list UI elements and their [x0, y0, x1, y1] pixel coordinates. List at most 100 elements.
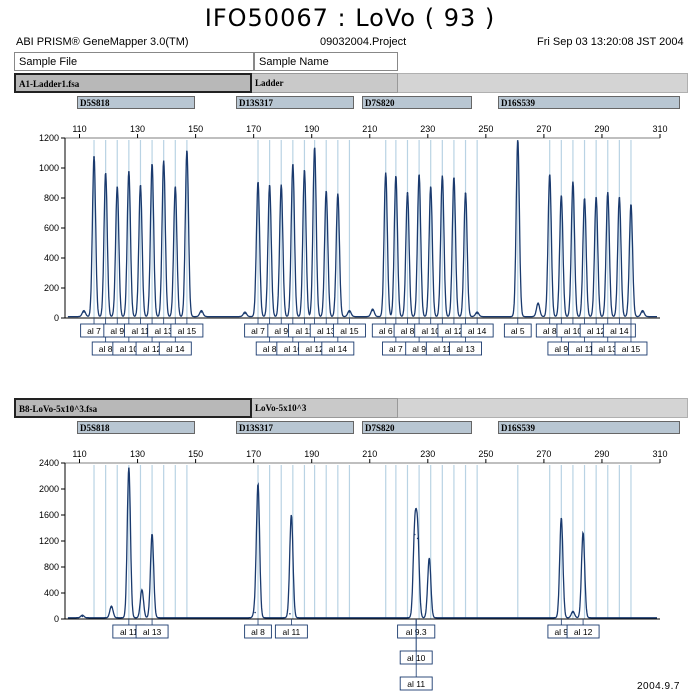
- peak-apex: [186, 150, 188, 153]
- peak-apex: [200, 311, 203, 313]
- allele-label: al 15: [622, 344, 641, 354]
- allele-label: al 13: [599, 344, 618, 354]
- panel1-marker-d13s317: D13S317: [236, 96, 354, 109]
- x-tick-label: 190: [304, 124, 319, 134]
- y-tick-label: 0: [54, 614, 59, 624]
- allele-label: al 14: [166, 344, 185, 354]
- panel2-marker-d16s539: D16S539: [498, 421, 680, 434]
- x-tick-label: 130: [130, 124, 145, 134]
- y-tick-label: 600: [44, 223, 59, 233]
- panel1-sample-name: Ladder: [252, 73, 398, 93]
- peak-apex: [572, 611, 574, 614]
- peak-apex: [289, 613, 291, 615]
- allele-label: al 13: [154, 326, 173, 336]
- peak-apex: [582, 533, 584, 535]
- allele-label: al 7: [251, 326, 265, 336]
- allele-label: al 9: [412, 344, 426, 354]
- allele-label: al 8: [543, 326, 557, 336]
- allele-label: al 9: [110, 326, 124, 336]
- panel1-marker-d5s818: D5S818: [77, 96, 195, 109]
- allele-label: al 11: [296, 326, 314, 336]
- peak-apex: [618, 197, 621, 199]
- allele-label-box: [321, 341, 355, 356]
- peak-apex: [128, 171, 130, 174]
- allele-label: al 10: [120, 344, 139, 354]
- peak-apex: [464, 192, 467, 195]
- x-tick-label: 250: [478, 124, 493, 134]
- allele-label: al 12: [445, 326, 464, 336]
- peak-apex: [93, 156, 95, 159]
- allele-label: al 8: [251, 627, 265, 637]
- allele-label-box: [614, 341, 648, 356]
- x-tick-label: 310: [652, 449, 667, 459]
- allele-label: al 6: [379, 326, 393, 336]
- peak-apex: [337, 194, 339, 196]
- peak-apex: [572, 182, 574, 184]
- peak-apex: [174, 186, 177, 189]
- allele-label: al 8: [99, 344, 113, 354]
- allele-label: al 13: [456, 344, 475, 354]
- signal-trace: [67, 140, 657, 318]
- peak-apex: [453, 177, 455, 180]
- x-tick-label: 170: [246, 124, 261, 134]
- allele-label-box: [244, 624, 272, 639]
- x-tick-label: 290: [594, 124, 609, 134]
- allele-label: al 11: [433, 344, 451, 354]
- peak-apex: [290, 518, 293, 521]
- allele-label-box: [460, 323, 494, 338]
- peak-apex: [595, 197, 597, 199]
- allele-label-box: [170, 323, 204, 338]
- allele-label: al 14: [610, 326, 629, 336]
- app-name: ABI PRISM® GeneMapper 3.0(TM): [16, 36, 189, 48]
- panel1-marker-d7s820: D7S820: [362, 96, 472, 109]
- allele-label: al 14: [468, 326, 487, 336]
- page-title: IFO50067 : LoVo ( 93 ): [204, 4, 496, 32]
- panel1-file-name: A1-Ladder1.fsa: [14, 73, 252, 93]
- peak-apex: [162, 161, 165, 163]
- peak-apex: [537, 303, 539, 306]
- x-tick-label: 150: [188, 124, 203, 134]
- allele-label: al 7: [389, 344, 403, 354]
- y-tick-label: 400: [44, 253, 59, 263]
- allele-label: al 10: [284, 344, 303, 354]
- peak-apex: [254, 611, 256, 614]
- allele-label: al 5: [511, 326, 525, 336]
- peak-apex: [303, 170, 306, 172]
- sample-file-header: Sample File: [14, 52, 254, 71]
- allele-label: al 11: [282, 627, 300, 637]
- allele-label: al 9: [554, 627, 568, 637]
- x-tick-label: 270: [536, 124, 551, 134]
- y-tick-label: 800: [44, 562, 59, 572]
- allele-label: al 8: [263, 344, 277, 354]
- peak-apex: [560, 518, 563, 520]
- y-tick-label: 1000: [39, 163, 59, 173]
- peak-apex: [257, 485, 259, 488]
- peak-apex: [268, 185, 271, 187]
- peak-apex: [139, 185, 142, 187]
- x-tick-label: 130: [130, 449, 145, 459]
- allele-label: al 13: [143, 627, 162, 637]
- allele-label: al 12: [587, 326, 606, 336]
- peak-apex: [348, 311, 351, 313]
- peak-apex: [81, 615, 84, 618]
- y-tick-label: 1200: [39, 133, 59, 143]
- y-tick-label: 2000: [39, 484, 59, 494]
- y-tick-label: 2400: [39, 458, 59, 468]
- allele-label: al 12: [574, 627, 593, 637]
- peak-apex: [257, 182, 259, 184]
- peak-apex: [441, 176, 444, 178]
- peak-apex: [413, 533, 416, 536]
- allele-label: al 15: [178, 326, 197, 336]
- panel1-plot: 110 130 150 170 190 210 230 250 270 290 310 0 200 400…: [39, 124, 668, 356]
- peak-apex: [606, 192, 609, 195]
- x-tick-label: 110: [72, 449, 86, 459]
- peak-apex: [280, 185, 283, 187]
- peak-apex: [516, 140, 519, 142]
- allele-label: al 12: [305, 344, 324, 354]
- allele-label: al 13: [317, 326, 336, 336]
- panel2-marker-d13s317: D13S317: [236, 421, 354, 434]
- peak-apex: [141, 590, 143, 592]
- allele-label: al 12: [143, 344, 162, 354]
- allele-label: al 11: [407, 679, 425, 689]
- x-tick-label: 190: [304, 449, 319, 459]
